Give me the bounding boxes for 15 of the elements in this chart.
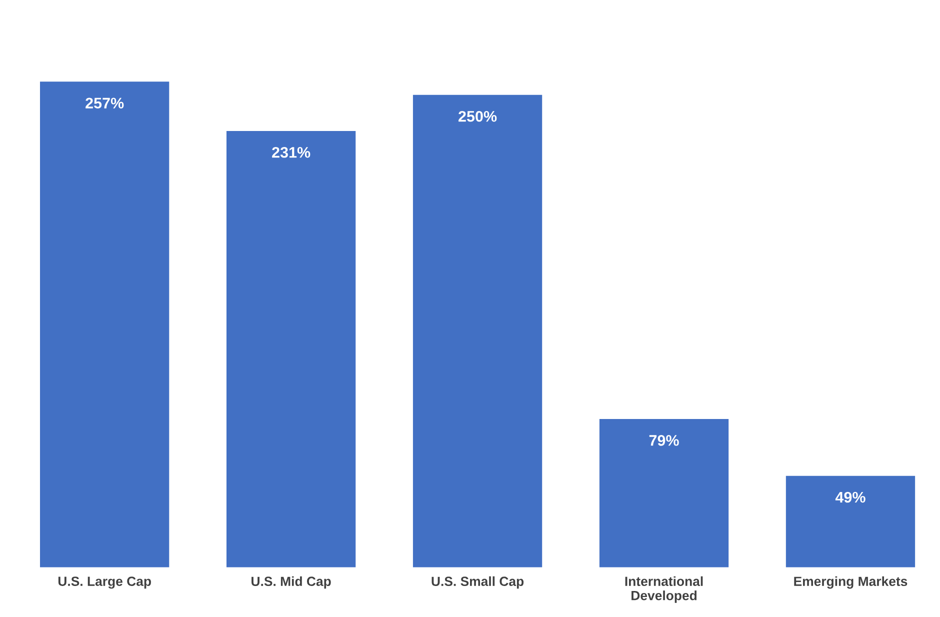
data-label: 49%: [835, 492, 866, 503]
data-label: 231%: [272, 146, 310, 158]
data-label: 250%: [458, 110, 497, 122]
x-tick-label: International Developed: [625, 576, 703, 603]
x-tick-label: U.S. Mid Cap: [252, 576, 331, 589]
bar: [412, 94, 544, 568]
data-label: 79%: [649, 435, 679, 446]
x-tick-label: U.S. Large Cap: [58, 576, 151, 589]
bar: [225, 130, 358, 568]
bar: [784, 474, 916, 568]
x-tick-label: Emerging Markets: [794, 576, 908, 589]
bar: [598, 418, 730, 568]
bar: [38, 80, 171, 568]
x-tick-label: U.S. Small Cap: [432, 576, 524, 589]
data-label: 257%: [86, 98, 124, 109]
